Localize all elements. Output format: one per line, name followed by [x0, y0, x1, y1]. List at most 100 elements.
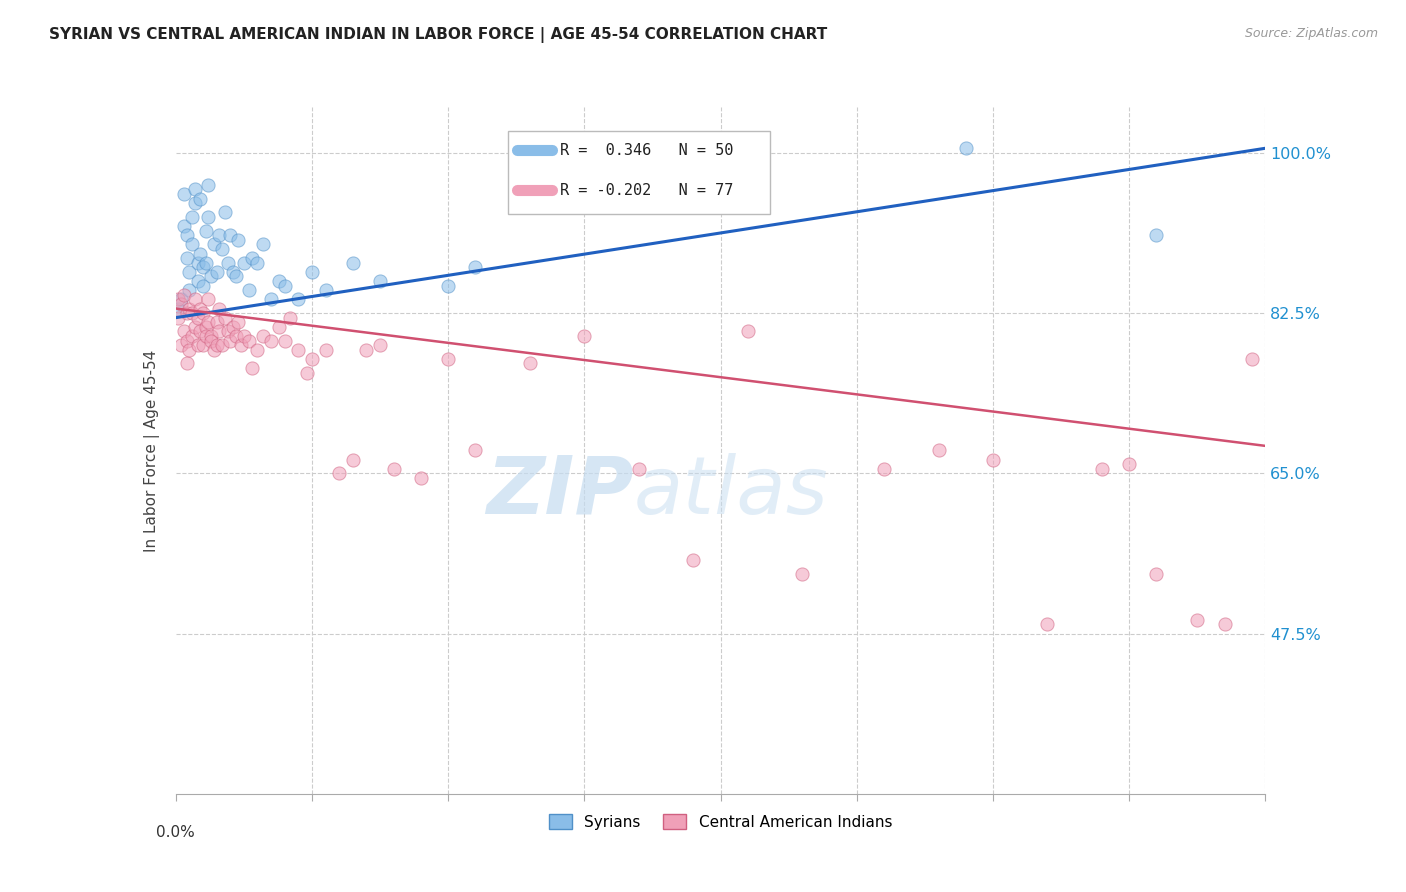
Text: atlas: atlas — [633, 452, 828, 531]
Point — [181, 210, 204, 224]
Point — [409, 471, 432, 485]
Point — [217, 325, 239, 339]
Y-axis label: In Labor Force | Age 45-54: In Labor Force | Age 45-54 — [143, 350, 160, 551]
Point — [176, 356, 198, 370]
Point — [464, 260, 486, 275]
FancyBboxPatch shape — [508, 131, 769, 213]
Point — [208, 325, 231, 339]
Point — [368, 274, 391, 288]
Point — [170, 338, 193, 352]
Point — [437, 351, 460, 366]
Point — [186, 256, 209, 270]
Point — [188, 192, 211, 206]
Point — [197, 315, 219, 329]
Point — [228, 315, 250, 329]
Point — [269, 274, 291, 288]
Point — [205, 315, 228, 329]
Point — [252, 329, 274, 343]
Point — [191, 278, 214, 293]
Text: R = -0.202   N = 77: R = -0.202 N = 77 — [561, 183, 734, 198]
Point — [574, 329, 596, 343]
Point — [208, 228, 231, 243]
Point — [219, 334, 242, 348]
Point — [184, 196, 207, 211]
Point — [382, 462, 405, 476]
Point — [737, 325, 759, 339]
Point — [1091, 462, 1114, 476]
Point — [181, 329, 204, 343]
Point — [167, 310, 190, 325]
Point — [170, 293, 193, 307]
Point — [197, 178, 219, 192]
Text: SYRIAN VS CENTRAL AMERICAN INDIAN IN LABOR FORCE | AGE 45-54 CORRELATION CHART: SYRIAN VS CENTRAL AMERICAN INDIAN IN LAB… — [49, 27, 828, 43]
Point — [246, 343, 269, 357]
Point — [194, 256, 217, 270]
Point — [252, 237, 274, 252]
Point — [191, 260, 214, 275]
Point — [186, 310, 209, 325]
Point — [437, 278, 460, 293]
Point — [1240, 351, 1263, 366]
Point — [240, 361, 263, 376]
Point — [202, 343, 225, 357]
Point — [928, 443, 950, 458]
Text: 0.0%: 0.0% — [156, 825, 195, 839]
Point — [173, 325, 195, 339]
Point — [301, 351, 323, 366]
Point — [188, 301, 211, 316]
Point — [232, 256, 254, 270]
Point — [315, 283, 337, 297]
Point — [181, 306, 204, 320]
Point — [173, 187, 195, 202]
Point — [197, 293, 219, 307]
Point — [1187, 613, 1209, 627]
Point — [214, 205, 236, 219]
Point — [519, 356, 541, 370]
Point — [981, 452, 1004, 467]
Point — [225, 269, 247, 284]
Point — [955, 141, 977, 155]
Point — [315, 343, 337, 357]
Legend: Syrians, Central American Indians: Syrians, Central American Indians — [543, 807, 898, 836]
Text: Source: ZipAtlas.com: Source: ZipAtlas.com — [1244, 27, 1378, 40]
Point — [225, 329, 247, 343]
Point — [179, 301, 201, 316]
Point — [328, 467, 350, 481]
Point — [287, 293, 309, 307]
Point — [228, 233, 250, 247]
Point — [222, 319, 245, 334]
Point — [170, 297, 193, 311]
Point — [211, 242, 233, 256]
Point — [167, 301, 190, 316]
Point — [197, 210, 219, 224]
Point — [179, 283, 201, 297]
Point — [274, 334, 297, 348]
Point — [217, 256, 239, 270]
Point — [205, 338, 228, 352]
Point — [176, 251, 198, 265]
Point — [342, 256, 364, 270]
Point — [191, 338, 214, 352]
Point — [287, 343, 309, 357]
Point — [682, 553, 704, 567]
Point — [184, 319, 207, 334]
Point — [246, 256, 269, 270]
Point — [222, 265, 245, 279]
Point — [1118, 457, 1140, 471]
Point — [342, 452, 364, 467]
Point — [167, 293, 190, 307]
Point — [186, 338, 209, 352]
Point — [188, 246, 211, 260]
Point — [191, 306, 214, 320]
Point — [176, 306, 198, 320]
Point — [200, 269, 222, 284]
Point — [356, 343, 378, 357]
Point — [176, 334, 198, 348]
Point — [214, 310, 236, 325]
Point — [368, 338, 391, 352]
Point — [1144, 567, 1167, 582]
Point — [627, 462, 650, 476]
Point — [260, 334, 283, 348]
Point — [219, 228, 242, 243]
Point — [176, 228, 198, 243]
